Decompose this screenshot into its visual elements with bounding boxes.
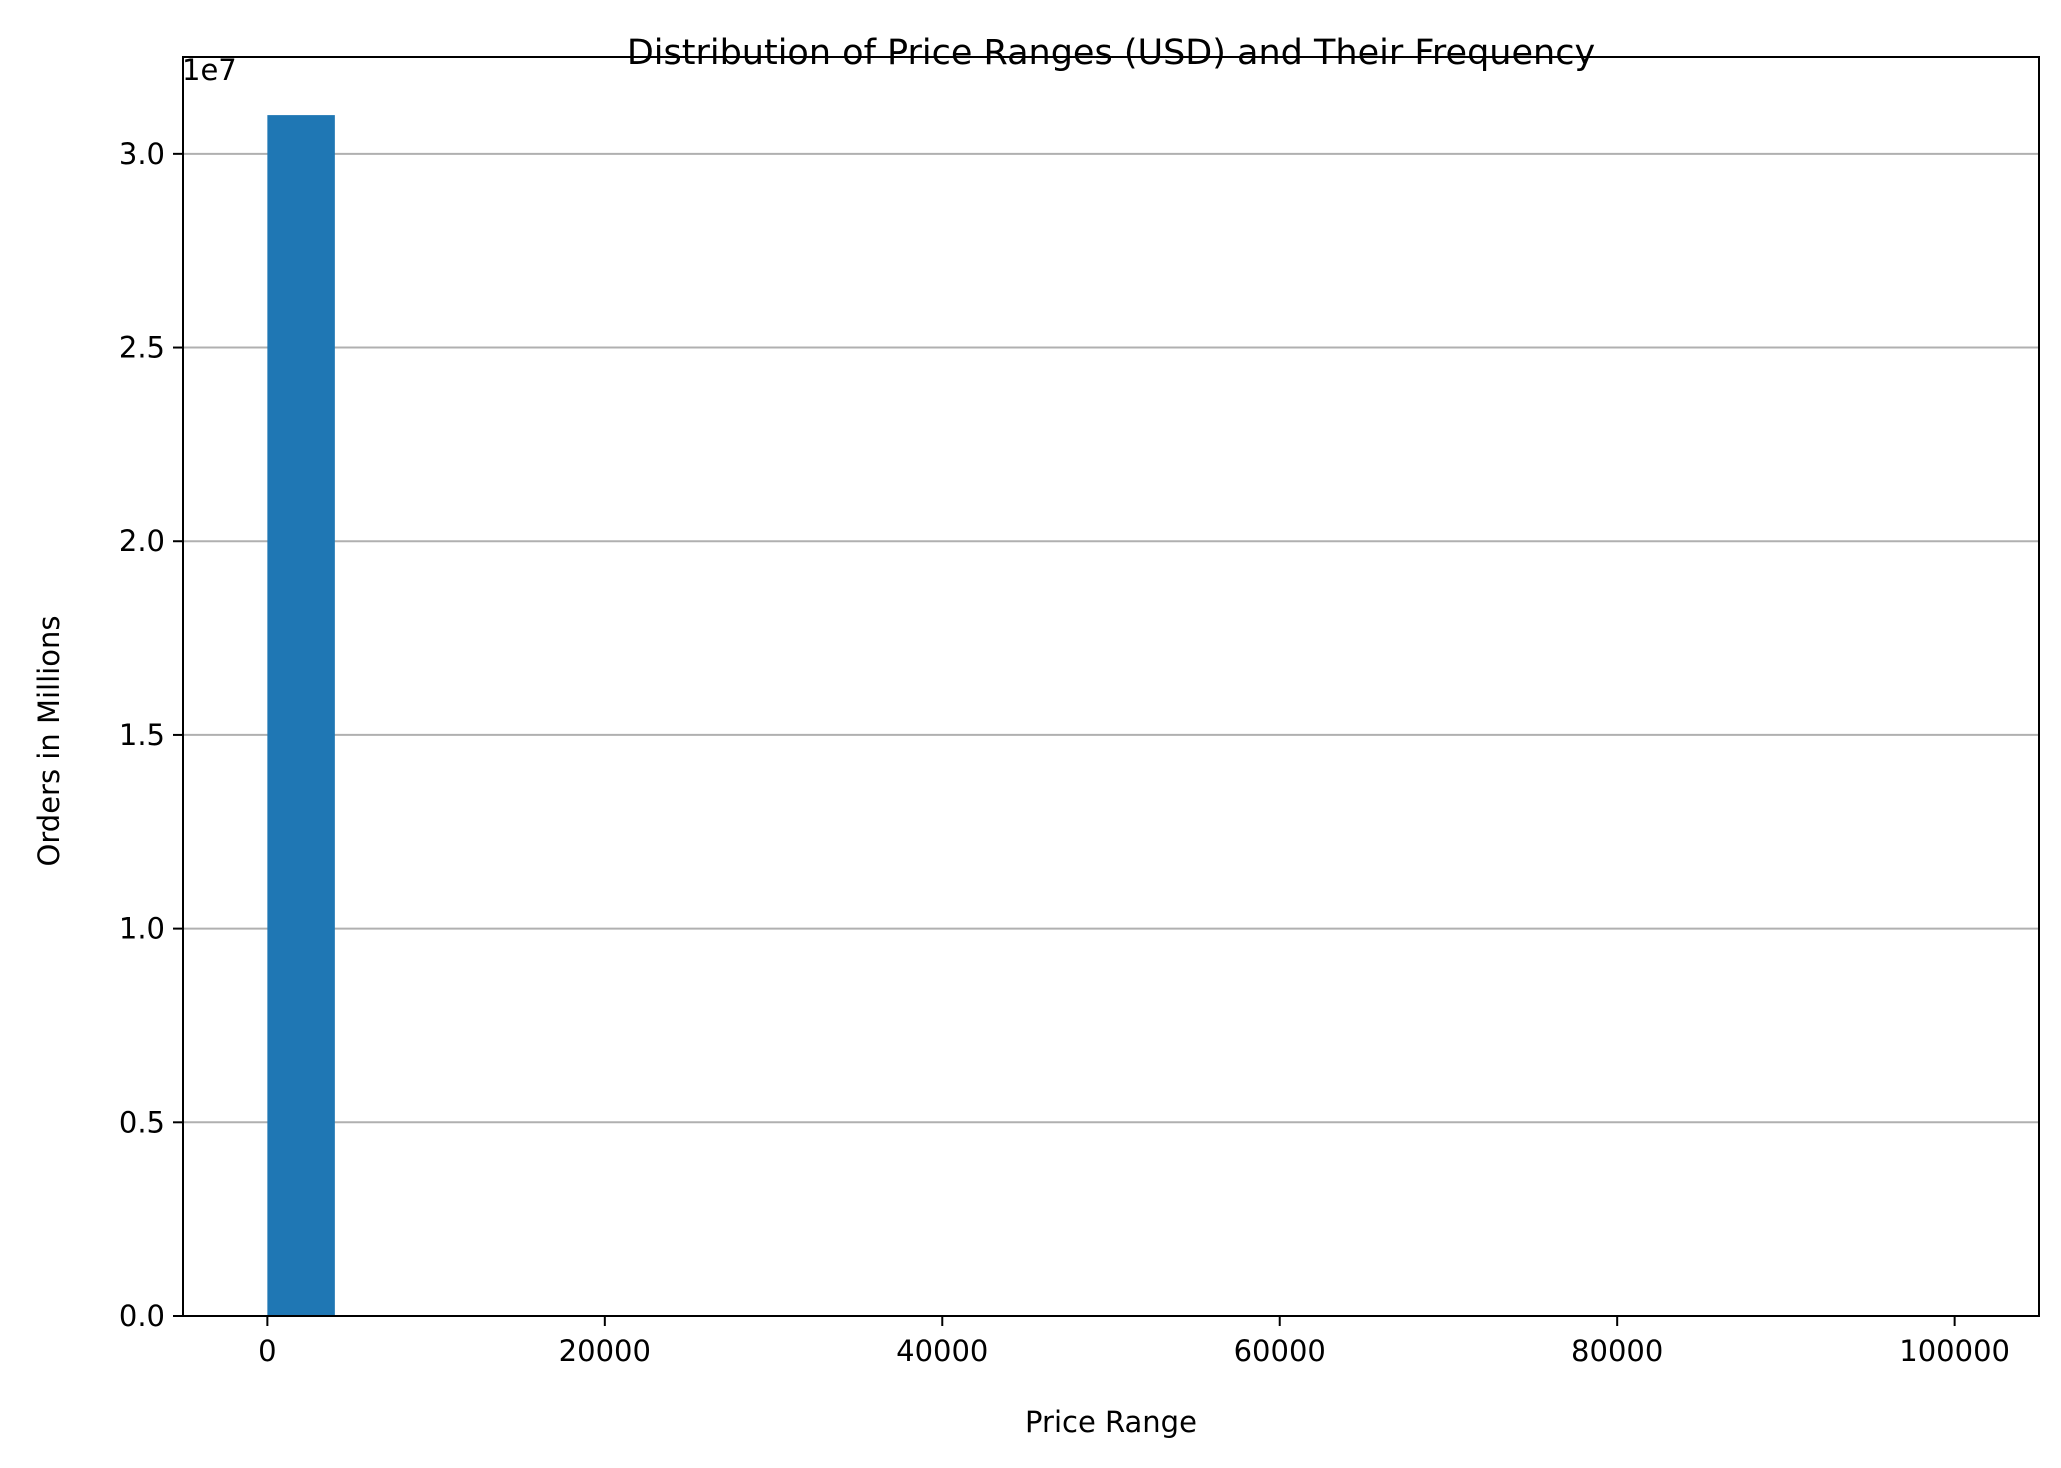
y-tick-label-3: 1.5 (119, 718, 165, 752)
x-tick-label-5: 100000 (1899, 1334, 2010, 1368)
x-tick-label-0: 0 (258, 1334, 276, 1368)
axes-frame (182, 56, 2040, 1317)
bars (267, 115, 335, 1317)
y-axis-title: Orders in Millions (32, 616, 66, 867)
x-tick-label-2: 40000 (896, 1334, 988, 1368)
y-tick-label-6: 3.0 (119, 137, 165, 171)
y-tick-label-5: 2.5 (119, 331, 165, 365)
chart-title: Distribution of Price Ranges (USD) and T… (627, 33, 1595, 73)
y-tick-label-1: 0.5 (119, 1105, 165, 1139)
y-axis-offset-label: 1e7 (182, 53, 237, 87)
x-axis-ticks: 0 20000 40000 60000 80000 100000 (258, 1316, 2010, 1368)
x-tick-label-4: 80000 (1571, 1334, 1663, 1368)
y-tick-label-2: 1.0 (119, 912, 165, 946)
x-tick-label-3: 60000 (1234, 1334, 1326, 1368)
y-tick-label-0: 0.0 (119, 1299, 165, 1333)
y-tick-label-4: 2.0 (119, 524, 165, 558)
y-axis-ticks: 0.0 0.5 1.0 1.5 2.0 2.5 3.0 (119, 137, 183, 1333)
x-tick-label-1: 20000 (559, 1334, 651, 1368)
histogram-bar-0 (267, 115, 335, 1317)
x-axis-title: Price Range (1025, 1405, 1197, 1439)
